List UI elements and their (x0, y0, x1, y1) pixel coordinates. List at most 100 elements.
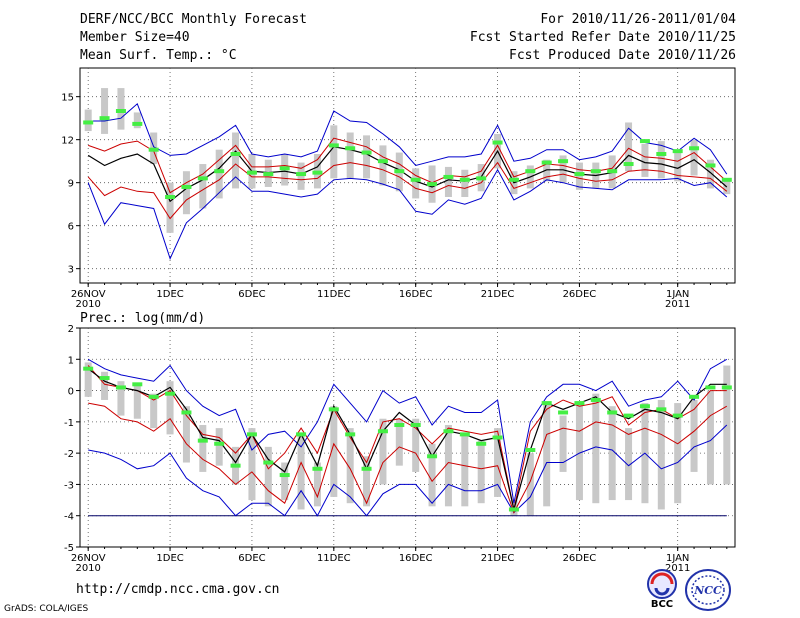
ncc-logo-text: NCC (693, 584, 722, 597)
temp-member-box (575, 162, 583, 190)
prec-xtick-label: 21DEC (481, 553, 515, 564)
prec-member-mark (558, 410, 569, 415)
temp-member-box (690, 139, 698, 176)
prec-xtick-label: 2010 (75, 563, 100, 574)
prec-member-mark (246, 432, 257, 437)
temp-member-box (657, 141, 665, 179)
temp-member-mark (361, 150, 372, 155)
prec-ytick-label: -1 (64, 418, 74, 429)
source-url[interactable]: http://cmdp.ncc.cma.gov.cn (76, 582, 280, 597)
prec-member-box (657, 399, 665, 510)
temp-xtick-label: 16DEC (399, 289, 433, 300)
temp-xtick-label: 21DEC (481, 289, 515, 300)
temp-member-box (133, 112, 141, 129)
prec-member-mark (197, 438, 208, 443)
prec-member-mark (639, 404, 650, 409)
prec-member-box (297, 434, 305, 510)
prec-member-mark (328, 407, 339, 412)
prec-xtick-label: 11DEC (317, 553, 351, 564)
temp-member-mark (165, 195, 176, 199)
temp-member-mark (541, 160, 552, 165)
temp-member-box (232, 132, 240, 189)
temp-member-mark (705, 163, 716, 168)
temp-member-box (101, 88, 109, 134)
temp-member-mark (508, 177, 519, 182)
temp-member-mark (607, 169, 618, 174)
chart-title: DERF/NCC/BCC Monthly Forecast (80, 12, 307, 27)
prec-member-box (199, 424, 207, 472)
prec-member-mark (279, 473, 290, 478)
prec-xtick-label: 26NOV (71, 553, 106, 564)
prec-member-box (477, 440, 485, 504)
variable-label: Mean Surf. Temp.: °C (80, 48, 237, 63)
prec-series-spread-high (87, 365, 727, 510)
prec-member-mark (525, 448, 536, 453)
temp-member-mark (590, 169, 601, 174)
temp-ytick-label: 15 (61, 93, 74, 104)
prec-member-mark (361, 466, 372, 471)
temp-ytick-label: 6 (68, 222, 74, 233)
prec-member-box (526, 453, 534, 516)
temp-ytick-label: 9 (68, 179, 74, 190)
prec-xtick-label: 6DEC (238, 553, 265, 564)
bcc-logo-text: BCC (651, 599, 673, 610)
prec-member-box (346, 428, 354, 504)
temp-member-mark (296, 172, 307, 177)
prec-member-box (166, 381, 174, 435)
temp-member-mark (721, 177, 732, 182)
prec-member-mark (132, 382, 143, 387)
prec-member-box (625, 428, 633, 501)
prec-member-mark (689, 394, 700, 399)
prec-member-mark (721, 385, 732, 390)
prec-member-box (706, 390, 714, 485)
prec-member-mark (312, 466, 323, 471)
temp-member-mark (672, 149, 683, 154)
prec-member-box (592, 393, 600, 504)
temp-member-mark (148, 147, 159, 152)
temp-member-box (412, 168, 420, 199)
prec-member-box (559, 415, 567, 472)
bcc-logo-icon: BCC (647, 569, 677, 610)
prec-member-box (101, 371, 109, 400)
temp-member-box (706, 159, 714, 189)
temp-xtick-label: 26DEC (563, 289, 597, 300)
prec-member-box (494, 428, 502, 497)
temp-member-box (182, 171, 190, 215)
temp-member-box (543, 159, 551, 182)
temp-member-mark (443, 174, 454, 179)
temp-member-mark (492, 140, 503, 145)
prec-xtick-label: 1JAN (666, 553, 689, 564)
prec-member-mark (492, 435, 503, 440)
temp-member-mark (83, 120, 94, 125)
prec-member-mark (345, 432, 356, 437)
precip-panel-title: Prec.: log(mm/d) (80, 311, 206, 326)
prec-member-mark (83, 366, 94, 371)
temp-xtick-label: 6DEC (238, 289, 265, 300)
temp-series-spread-low (88, 137, 728, 194)
temp-member-mark (689, 146, 700, 151)
member-size-label: Member Size=40 (80, 30, 190, 45)
temp-member-mark (246, 170, 257, 175)
temp-member-mark (639, 139, 650, 144)
prec-frame (79, 327, 736, 548)
temp-member-mark (197, 176, 208, 181)
prec-ytick-label: -4 (64, 512, 74, 523)
prec-member-mark (99, 376, 110, 381)
temp-xtick-label: 2011 (665, 299, 690, 310)
prec-xtick-label: 26DEC (563, 553, 597, 564)
prec-member-box (363, 456, 371, 507)
prec-member-mark (230, 463, 241, 468)
prec-member-box (150, 393, 158, 429)
prec-member-mark (165, 391, 176, 396)
prec-member-box (674, 403, 682, 504)
prec-member-mark (656, 407, 667, 412)
forecast-start-date: Fcst Started Refer Date 2010/11/25 (469, 30, 736, 45)
prec-member-box (330, 406, 338, 497)
prec-member-box (608, 406, 616, 501)
prec-member-mark (623, 413, 634, 418)
prec-xtick-label: 1DEC (156, 553, 183, 564)
prec-ytick-label: -3 (64, 480, 74, 491)
prec-member-box (84, 362, 92, 397)
